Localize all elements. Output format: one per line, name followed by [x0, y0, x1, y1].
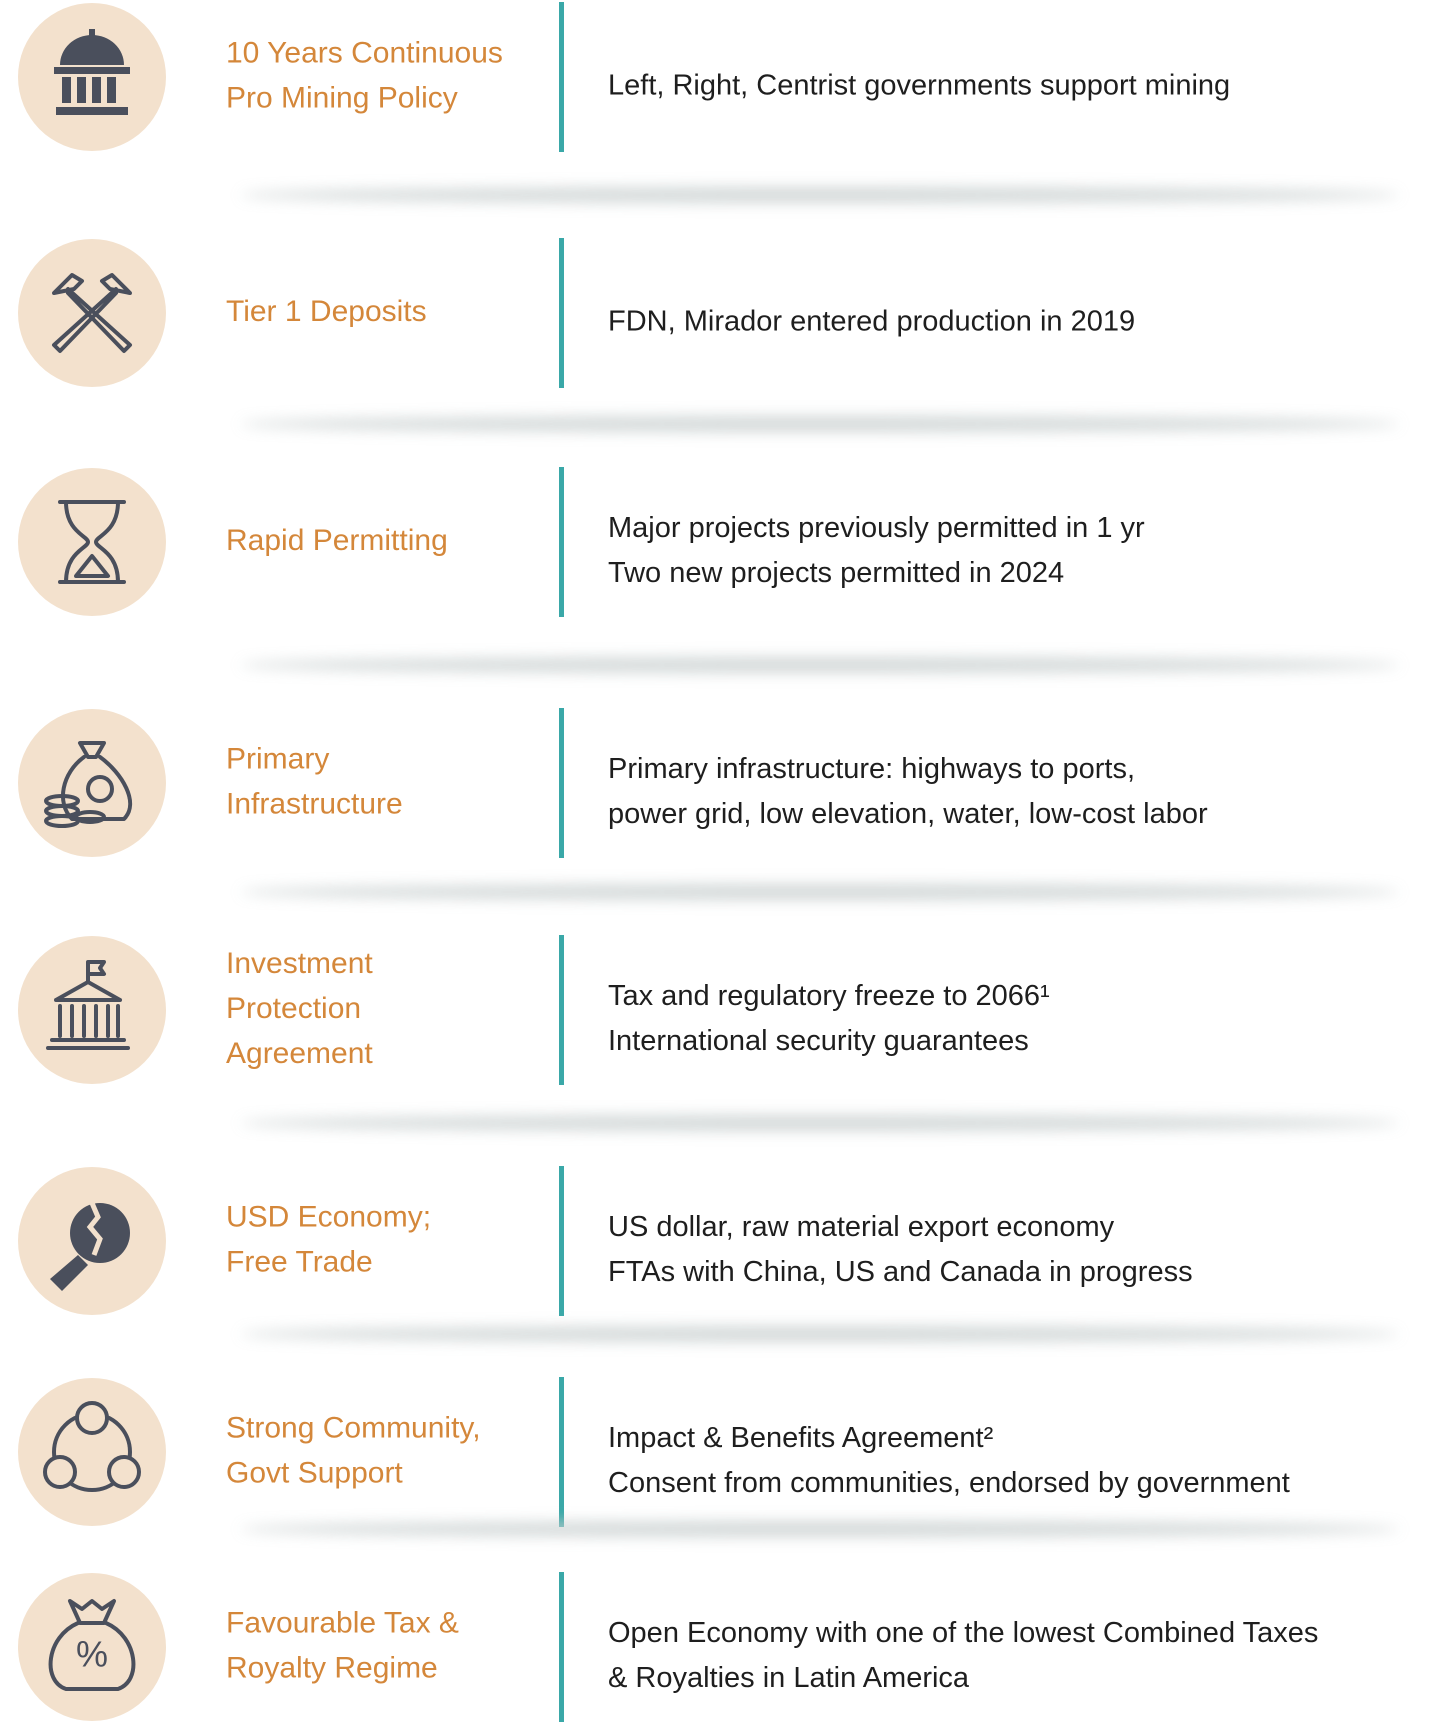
row-title: Tier 1 Deposits: [226, 295, 427, 328]
icon: [58, 500, 126, 584]
accent-bar: [559, 708, 564, 858]
row: Tier 1 Deposits FDN, Mirador entered prod…: [18, 187, 1400, 388]
icon-circle: [18, 709, 166, 857]
row-title: Protection: [226, 992, 361, 1025]
icon-circle: [18, 1378, 166, 1526]
row-title: 10 Years Continuous: [226, 36, 503, 69]
row-text: Consent from communities, endorsed by go…: [608, 1467, 1290, 1499]
icon: [46, 960, 130, 1050]
row: USD Economy; Free Trade US dollar, raw mat…: [18, 1115, 1400, 1316]
row-text: FTAs with China, US and Canada in progre…: [608, 1256, 1193, 1288]
row: Strong Community, Govt Support Impact & Be…: [18, 1326, 1400, 1527]
accent-bar: [559, 1572, 564, 1722]
row-title: Agreement: [226, 1037, 373, 1070]
accent-bar: [559, 238, 564, 388]
accent-bar: [559, 1166, 564, 1316]
row: Investment Protection Agreement Tax and reg…: [18, 884, 1400, 1085]
row-text: Major projects previously permitted in 1…: [608, 512, 1145, 544]
row-title: Infrastructure: [226, 787, 403, 820]
icon: [44, 741, 133, 828]
icon-circle: [18, 936, 166, 1084]
row-text: Tax and regulatory freeze to 2066¹: [608, 980, 1050, 1012]
row-text: Impact & Benefits Agreement²: [608, 1422, 994, 1454]
icon-circle: [18, 468, 166, 616]
divider-shadow: [240, 1115, 1400, 1131]
row: Rapid Permitting Major projects previousl…: [18, 416, 1400, 617]
row-text: & Royalties in Latin America: [608, 1662, 970, 1694]
icon: %: [48, 1599, 136, 1691]
row-title: Investment: [226, 947, 373, 980]
row-title: Free Trade: [226, 1245, 373, 1278]
svg-text:%: %: [76, 1634, 108, 1675]
row-text: Open Economy with one of the lowest Comb…: [608, 1617, 1318, 1649]
row-text: International security guarantees: [608, 1025, 1029, 1057]
row-text: power grid, low elevation, water, low-co…: [608, 798, 1208, 830]
row-text: Primary infrastructure: highways to port…: [608, 753, 1135, 785]
row-text: US dollar, raw material export economy: [608, 1211, 1115, 1243]
accent-bar: [559, 935, 564, 1085]
divider-shadow: [240, 657, 1400, 673]
row: 10 Years Continuous Pro Mining Policy Left…: [18, 2, 1230, 152]
divider-shadow: [240, 1521, 1400, 1537]
accent-bar: [559, 2, 564, 152]
row-text: Left, Right, Centrist governments suppor…: [608, 70, 1230, 102]
row: Primary Infrastructure Primary infrastruct…: [18, 657, 1400, 858]
row-title: Primary: [226, 742, 329, 775]
row-title: Favourable Tax &: [226, 1606, 459, 1639]
accent-bar: [559, 467, 564, 617]
icon-circle: [18, 1573, 166, 1721]
row-title: Govt Support: [226, 1456, 403, 1489]
divider-shadow: [240, 884, 1400, 900]
divider-shadow: [240, 187, 1400, 203]
icon: [50, 1202, 130, 1291]
row-title: Royalty Regime: [226, 1651, 438, 1684]
icon: [54, 29, 130, 115]
row-title: USD Economy;: [226, 1200, 431, 1233]
row-title: Pro Mining Policy: [226, 81, 458, 114]
icon: [43, 1401, 141, 1492]
row-title: Strong Community,: [226, 1411, 481, 1444]
divider-shadow: [240, 1326, 1400, 1342]
row-text: Two new projects permitted in 2024: [608, 557, 1064, 589]
row: % Favourable Tax & Royalty Regime Open Econ…: [18, 1521, 1400, 1722]
row-title: Rapid Permitting: [226, 524, 448, 557]
row-text: FDN, Mirador entered production in 2019: [608, 306, 1135, 338]
divider-shadow: [240, 416, 1400, 432]
icon: [52, 273, 132, 353]
accent-bar: [559, 1377, 564, 1527]
